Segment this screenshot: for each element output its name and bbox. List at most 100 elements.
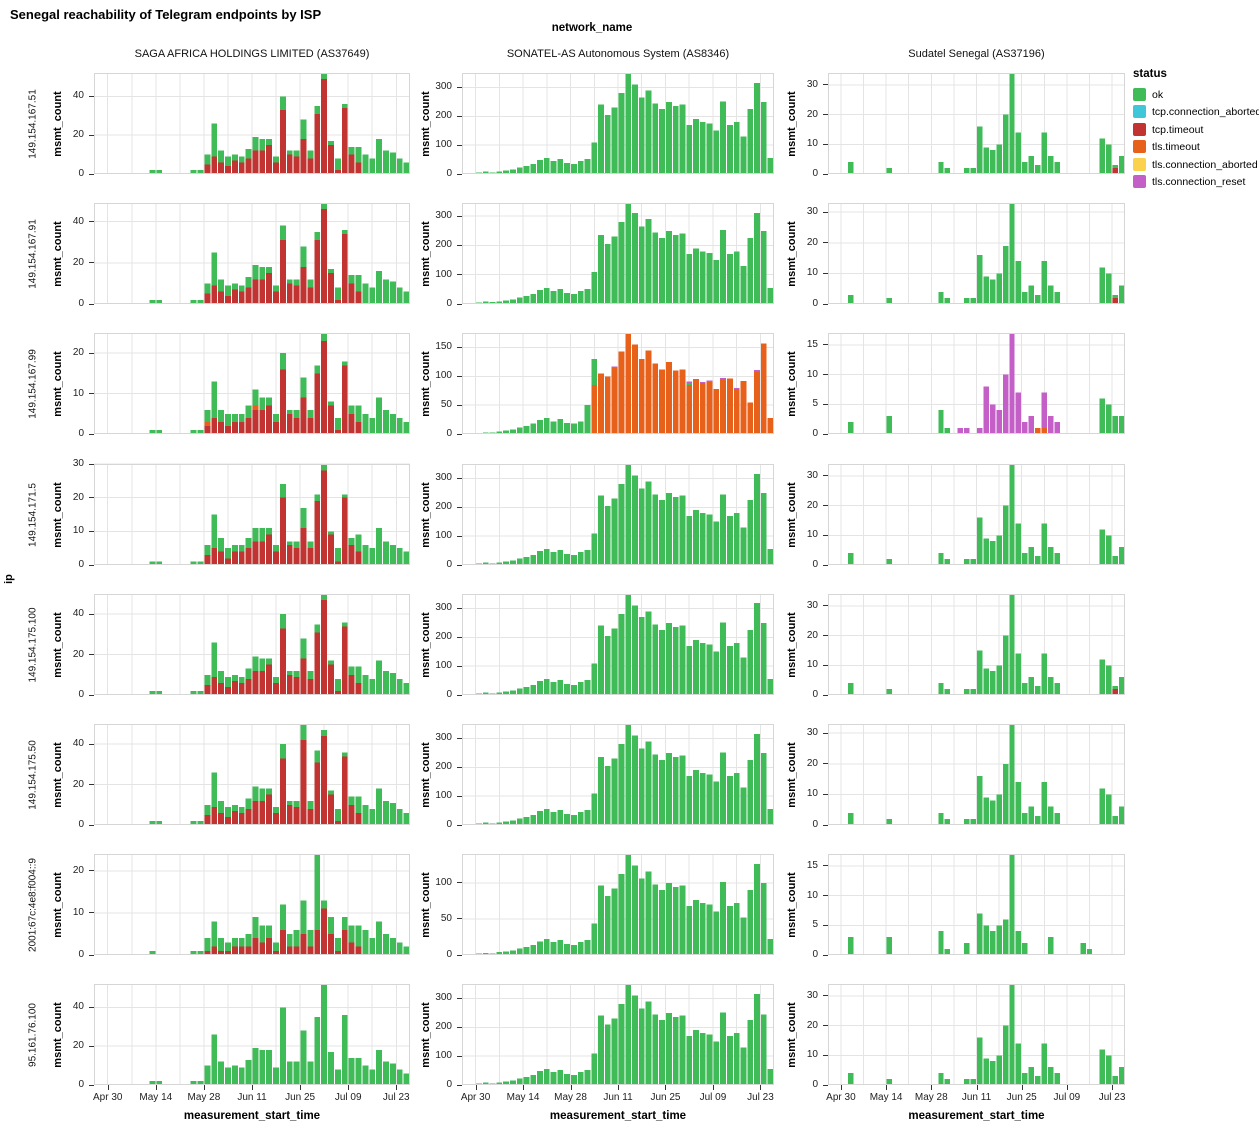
bar-segment-ok — [686, 775, 693, 825]
x-tick-label: Jun 25 — [1006, 1092, 1037, 1103]
bar-segment-ok — [300, 119, 307, 140]
facet-column-header: network_name — [551, 22, 633, 34]
bar-segment-ok — [516, 297, 523, 304]
bar-segment-ok — [645, 741, 652, 825]
bar-segment-ok — [632, 213, 638, 304]
bar-segment-ok — [672, 106, 679, 174]
y-tick-mark — [457, 795, 462, 797]
bar-segment-ok — [369, 287, 376, 304]
bar-segment-ok — [733, 122, 740, 174]
bar-segment-ok — [571, 293, 577, 304]
bar-segment-ok — [1086, 949, 1093, 955]
bar-segment-ok — [686, 254, 693, 304]
bar-segment-ok — [996, 535, 1002, 565]
y-tick-label: 100 — [435, 790, 452, 802]
bar-segment-tcp.timeout — [286, 544, 293, 565]
bar-segment-ok — [403, 291, 410, 304]
bar-segment-ok — [496, 431, 503, 434]
bar-segment-ok — [1099, 529, 1106, 565]
bar-segment-ok — [1099, 1049, 1106, 1085]
legend-swatch — [1133, 105, 1146, 119]
y-tick-mark — [457, 997, 462, 999]
y-axis-label: msmt_count — [52, 871, 64, 938]
bar-segment-ok — [252, 137, 259, 151]
bar-segment-ok — [1054, 553, 1060, 565]
bar-segment-ok — [652, 1014, 659, 1085]
bar-segment-ok — [293, 409, 300, 418]
bar-segment-ok — [369, 678, 376, 695]
bar-segment-ok — [482, 1082, 489, 1085]
bar-segment-ok — [577, 552, 584, 565]
bar-segment-tcp.timeout — [204, 814, 211, 825]
bars-group — [149, 203, 410, 304]
bar-segment-ok — [396, 942, 403, 955]
bar-segment-tcp.timeout — [273, 421, 279, 434]
bar-segment-tcp.timeout — [321, 908, 328, 955]
bar-segment-ok — [886, 559, 893, 565]
bar-segment-ok — [550, 421, 557, 434]
bar-segment-tcp.timeout — [348, 413, 355, 434]
bar-segment-ok — [279, 904, 286, 930]
bar-segment-ok — [286, 279, 293, 284]
bar-segment-ok — [977, 913, 983, 955]
y-tick-label: 0 — [78, 428, 84, 439]
bar-segment-ok — [403, 812, 410, 825]
bar-segment-ok — [584, 679, 591, 695]
bar-segment-ok — [944, 559, 951, 565]
bar-segment-ok — [996, 1055, 1002, 1085]
column-title: Sudatel Senegal (AS37196) — [908, 48, 1045, 60]
y-tick-mark — [89, 912, 94, 914]
bar-segment-ok — [516, 818, 523, 825]
y-tick-label: 200 — [435, 501, 452, 513]
x-tick-mark — [618, 1085, 619, 1090]
bar-segment-ok — [225, 942, 231, 951]
bar-segment-ok — [970, 559, 976, 565]
bar-segment-ok — [328, 140, 334, 145]
bar-segment-tcp.timeout — [300, 266, 307, 304]
bar-segment-ok — [516, 167, 523, 174]
bar-segment-ok — [1015, 132, 1022, 174]
bar-segment-ok — [543, 549, 550, 565]
bar-segment-ok — [632, 605, 638, 695]
bar-segment-ok — [625, 203, 632, 304]
bar-segment-tls.connection_reset — [1009, 333, 1015, 434]
bar-segment-ok — [564, 163, 571, 174]
bar-segment-ok — [964, 689, 970, 695]
bar-segment-ok — [938, 1073, 944, 1085]
bar-segment-tls.timeout — [252, 405, 259, 410]
bar-segment-ok — [727, 254, 733, 304]
bars-group — [847, 333, 1125, 434]
bar-segment-tcp.timeout — [225, 816, 231, 825]
bar-segment-ok — [996, 273, 1002, 304]
bar-segment-ok — [706, 1034, 713, 1085]
bar-segment-ok — [886, 416, 893, 434]
bar-segment-ok — [341, 104, 348, 108]
bar-segment-tcp.timeout — [314, 373, 321, 434]
bar-segment-ok — [1035, 556, 1041, 565]
bar-segment-ok — [252, 264, 259, 280]
x-tick-label: Jul 09 — [1053, 1092, 1081, 1103]
y-tick-mark — [89, 824, 94, 826]
bar-segment-ok — [376, 271, 383, 304]
y-tick-label: 100 — [435, 139, 452, 151]
bar-segment-tcp.timeout — [259, 541, 266, 565]
bar-segment-ok — [496, 692, 503, 695]
bar-segment-ok — [977, 517, 983, 565]
bar-segment-tcp.timeout — [231, 680, 238, 695]
bar-segment-ok — [156, 690, 163, 695]
bar-segment-tcp.timeout — [211, 946, 218, 955]
y-tick-mark — [823, 475, 828, 477]
y-tick-mark — [457, 506, 462, 508]
bar-segment-ok — [1080, 943, 1086, 955]
y-tick-label: 200 — [435, 110, 452, 122]
bar-segment-ok — [523, 295, 530, 304]
subplot-panel — [462, 203, 774, 304]
bar-segment-ok — [1015, 653, 1022, 695]
bar-segment-ok — [584, 405, 591, 434]
bar-segment-tls.connection_reset — [996, 410, 1002, 434]
bar-segment-ok — [1028, 677, 1035, 695]
y-tick-mark — [823, 954, 828, 956]
x-tick-label: Apr 30 — [826, 1092, 856, 1103]
bar-segment-tcp.timeout — [238, 682, 245, 695]
bar-segment-ok — [693, 900, 699, 955]
